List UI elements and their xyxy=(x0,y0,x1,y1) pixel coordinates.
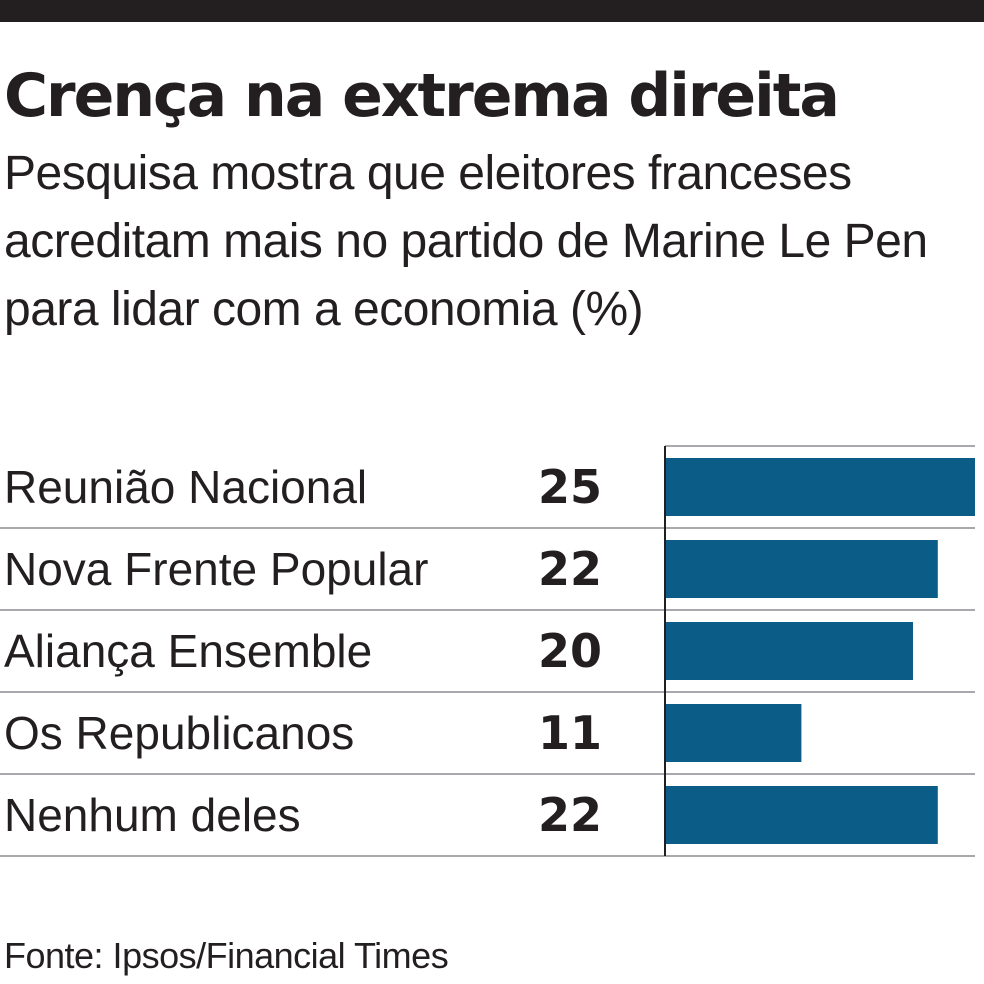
bar-0 xyxy=(665,458,975,516)
value-label-2: 20 xyxy=(538,624,602,678)
chart-subtitle: Pesquisa mostra que eleitores franceses … xyxy=(4,147,928,336)
value-label-4: 22 xyxy=(538,788,602,842)
bar-chart-svg: Reunião Nacional 25 Nova Frente Popular 22 A… xyxy=(0,445,975,857)
value-label-3: 11 xyxy=(538,706,602,760)
source-note: Fonte: Ipsos/Financial Times xyxy=(4,935,449,976)
bar-1 xyxy=(665,540,938,598)
category-label-4: Nenhum deles xyxy=(4,789,301,841)
bar-3 xyxy=(665,704,802,762)
bar-chart: Reunião Nacional 25 Nova Frente Popular 22 A… xyxy=(0,440,984,860)
bar-4 xyxy=(665,786,938,844)
category-label-3: Os Republicanos xyxy=(4,707,354,759)
category-label-0: Reunião Nacional xyxy=(4,461,367,513)
category-label-2: Aliança Ensemble xyxy=(4,625,372,677)
value-label-0: 25 xyxy=(538,460,602,514)
bar-2 xyxy=(665,622,913,680)
chart-title: Crença na extrema direita xyxy=(4,61,840,131)
value-label-1: 22 xyxy=(538,542,602,596)
category-label-1: Nova Frente Popular xyxy=(4,543,428,595)
top-rule xyxy=(0,0,984,22)
